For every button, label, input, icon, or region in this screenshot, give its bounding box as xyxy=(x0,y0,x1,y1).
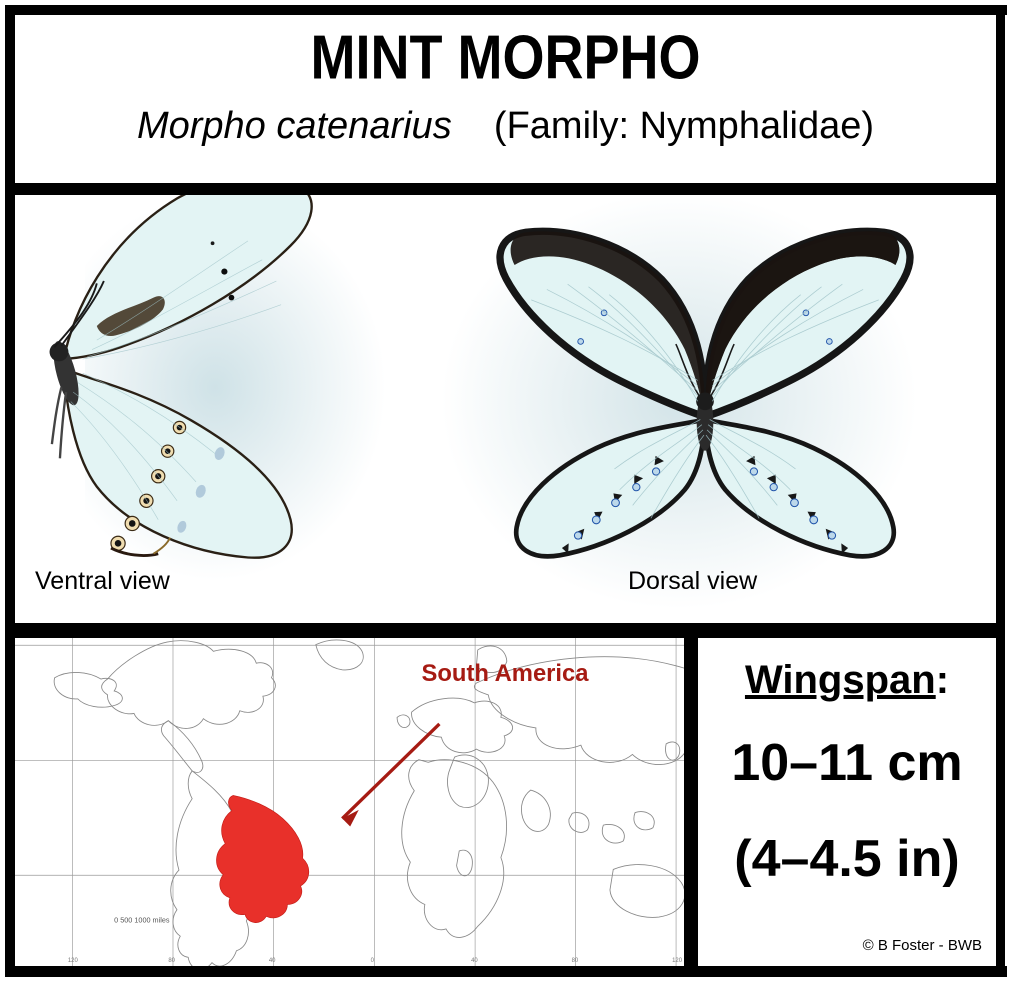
svg-text:South America: South America xyxy=(422,660,590,687)
svg-text:120: 120 xyxy=(68,958,79,964)
svg-text:40: 40 xyxy=(471,958,478,964)
svg-text:80: 80 xyxy=(572,958,579,964)
svg-text:120: 120 xyxy=(672,958,683,964)
svg-text:0 500 1000 miles: 0 500 1000 miles xyxy=(114,915,170,924)
svg-text:80: 80 xyxy=(168,958,175,964)
svg-text:40: 40 xyxy=(269,958,276,964)
